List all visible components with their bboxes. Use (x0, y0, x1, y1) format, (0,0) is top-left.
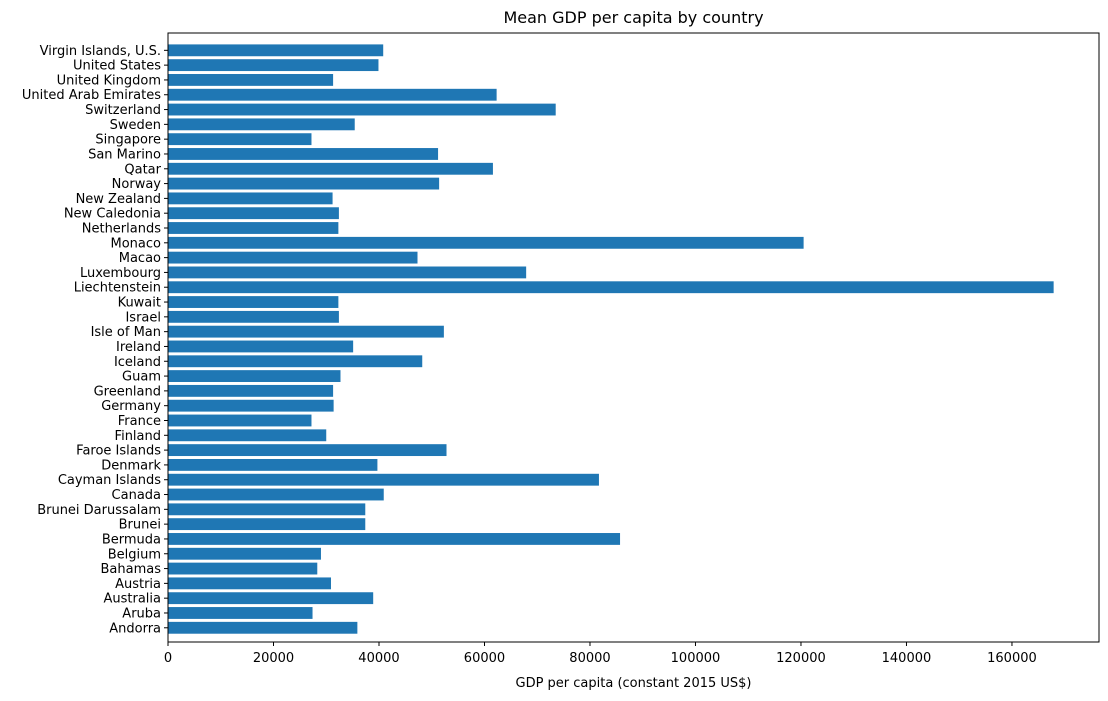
bar (168, 547, 321, 560)
bar (168, 236, 804, 249)
y-tick-label: Aruba (122, 606, 161, 621)
y-tick-label: Ireland (116, 340, 161, 355)
x-tick-label: 0 (164, 651, 172, 666)
bar (168, 118, 355, 131)
bar (168, 488, 384, 501)
bar (168, 325, 444, 338)
plot-frame (167, 32, 1100, 643)
x-tick-label: 160000 (987, 651, 1037, 666)
y-tick-label: New Caledonia (64, 207, 161, 222)
x-tick-label: 100000 (671, 651, 721, 666)
bar (168, 251, 418, 264)
bar (168, 310, 339, 323)
bar (168, 281, 1054, 294)
y-tick-label: Guam (122, 370, 161, 385)
bar (168, 621, 358, 634)
y-tick-label: Iceland (114, 355, 161, 370)
bar (168, 444, 447, 457)
bar (168, 370, 341, 382)
bar (168, 399, 334, 412)
y-tick-label: Isle of Man (91, 325, 161, 340)
x-tick-label: 140000 (882, 651, 932, 666)
y-tick-label: Macao (119, 251, 161, 266)
bar (168, 562, 318, 575)
bar (168, 607, 313, 619)
x-axis-label: GDP per capita (constant 2015 US$) (515, 676, 752, 691)
y-tick-label: Bahamas (101, 562, 162, 577)
y-tick-label: United Kingdom (57, 73, 161, 88)
y-tick-label: United Arab Emirates (22, 88, 161, 103)
x-tick-label: 120000 (776, 651, 826, 666)
y-tick-label: Brunei Darussalam (37, 503, 161, 518)
bar (168, 577, 331, 590)
y-tick-label: Norway (112, 177, 162, 192)
x-tick-label: 20000 (253, 651, 294, 666)
bar (168, 414, 312, 427)
bar (168, 192, 333, 205)
y-tick-label: Denmark (101, 458, 161, 473)
bar (168, 74, 334, 86)
chart-title: Mean GDP per capita by country (503, 8, 764, 27)
y-tick-label: Israel (125, 310, 161, 325)
bar (168, 59, 379, 72)
bar (168, 44, 384, 57)
x-tick-label: 40000 (358, 651, 399, 666)
bar (168, 207, 339, 220)
y-tick-label: Brunei (119, 518, 161, 533)
bar (168, 103, 556, 116)
y-tick-label: United States (73, 59, 161, 74)
bar (168, 384, 334, 397)
bar (168, 429, 327, 442)
bar (168, 133, 312, 146)
y-tick-label: San Marino (88, 147, 161, 162)
bar (168, 148, 439, 160)
y-tick-label: Kuwait (118, 296, 161, 311)
y-tick-label: Belgium (108, 547, 161, 562)
y-tick-label: Germany (101, 399, 161, 414)
bar (168, 296, 339, 308)
bar (168, 222, 339, 234)
y-tick-label: Canada (112, 488, 161, 503)
y-tick-label: Bermuda (102, 532, 161, 547)
y-tick-label: New Zealand (76, 192, 161, 207)
bar (168, 533, 621, 545)
y-tick-label: Faroe Islands (76, 444, 161, 459)
y-tick-label: Monaco (111, 236, 162, 251)
bar (168, 592, 374, 605)
bar (168, 355, 423, 368)
bar (168, 458, 378, 471)
bar (168, 473, 599, 486)
y-tick-label: Qatar (124, 162, 161, 177)
y-tick-label: Austria (115, 577, 161, 592)
y-tick-label: Netherlands (82, 222, 161, 237)
bar (168, 340, 354, 353)
x-tick-label: 60000 (464, 651, 505, 666)
y-tick-label: Cayman Islands (58, 473, 161, 488)
y-tick-label: Virgin Islands, U.S. (40, 44, 161, 59)
y-tick-label: Greenland (94, 384, 161, 399)
bar (168, 266, 527, 279)
y-tick-label: Singapore (95, 133, 161, 148)
y-tick-label: Finland (115, 429, 161, 444)
bar (168, 177, 440, 190)
y-tick-label: Andorra (109, 621, 161, 636)
bar (168, 503, 366, 516)
y-tick-label: Liechtenstein (74, 281, 161, 296)
y-tick-label: Australia (103, 592, 161, 607)
y-tick-label: Luxembourg (80, 266, 161, 281)
bar (168, 162, 493, 175)
y-tick-label: Sweden (110, 118, 161, 133)
bar (168, 518, 366, 531)
y-tick-label: Switzerland (85, 103, 161, 118)
y-tick-label: France (118, 414, 161, 429)
x-tick-label: 80000 (569, 651, 610, 666)
bar (168, 88, 497, 101)
